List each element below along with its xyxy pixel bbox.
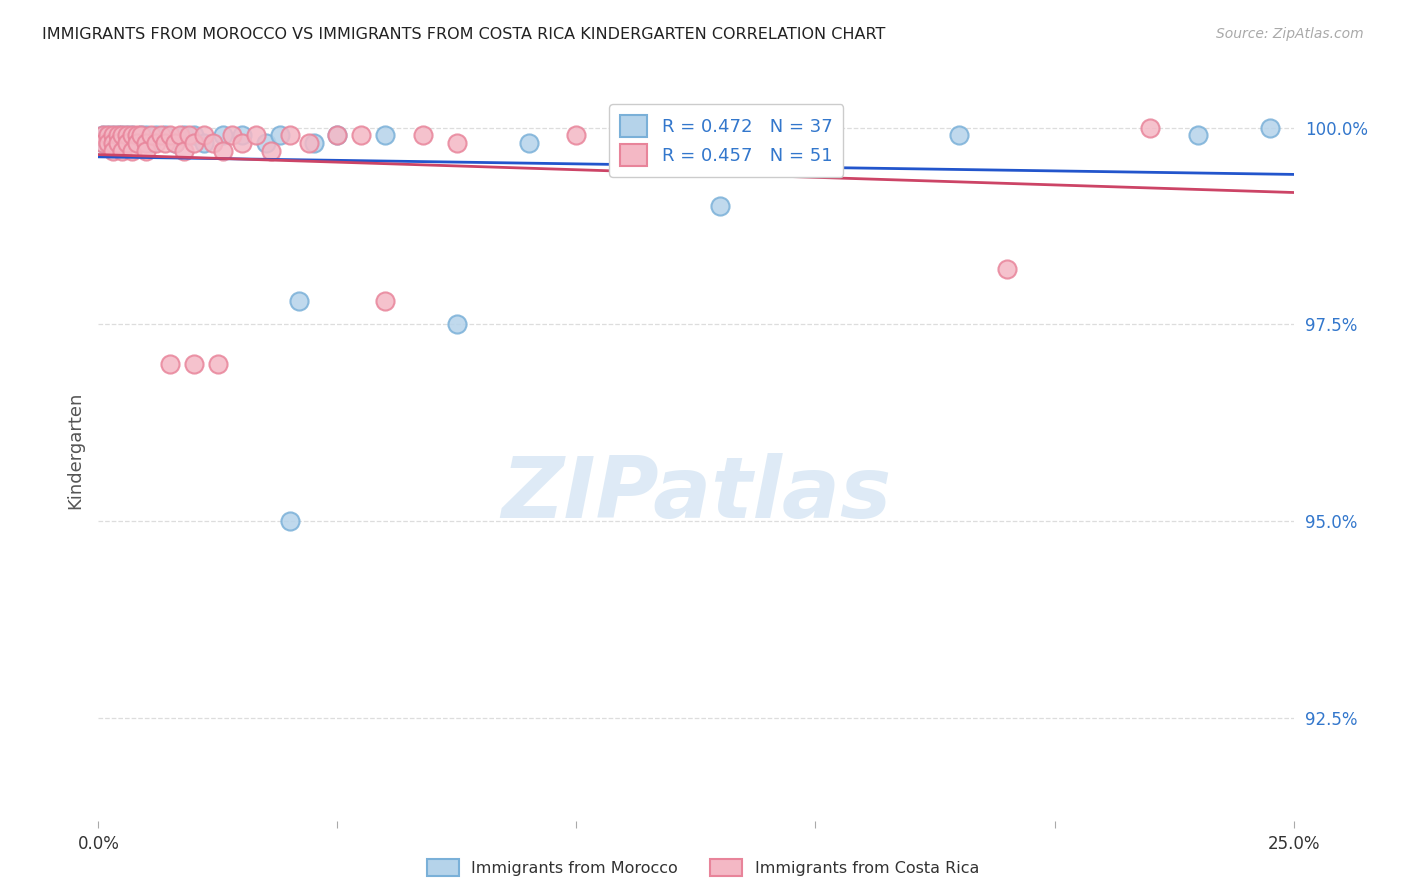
Point [125, 136, 148, 151]
Point [565, 128, 588, 143]
Text: ZIPatlas: ZIPatlas [501, 453, 891, 536]
Point [97, 128, 120, 143]
Point [101, 136, 124, 151]
Point [163, 136, 186, 151]
Point [709, 199, 731, 213]
Point [350, 128, 373, 143]
Point [193, 128, 215, 143]
Point [91, 128, 114, 143]
Point [121, 144, 143, 158]
Point [231, 128, 253, 143]
Point [101, 128, 124, 143]
Point [288, 293, 311, 308]
Point [326, 128, 349, 143]
Point [259, 144, 281, 158]
Point [374, 128, 396, 143]
Point [517, 136, 540, 151]
Point [135, 136, 157, 151]
Legend: R = 0.472   N = 37, R = 0.457   N = 51: R = 0.472 N = 37, R = 0.457 N = 51 [609, 104, 844, 177]
Point [1258, 120, 1281, 135]
Legend: Immigrants from Morocco, Immigrants from Costa Rica: Immigrants from Morocco, Immigrants from… [419, 852, 987, 884]
Point [302, 136, 325, 151]
Point [183, 357, 205, 371]
Point [111, 144, 134, 158]
Point [1187, 128, 1209, 143]
Point [115, 136, 138, 151]
Point [131, 128, 153, 143]
Point [159, 128, 181, 143]
Point [107, 136, 129, 151]
Point [183, 128, 205, 143]
Point [131, 128, 153, 143]
Point [101, 136, 124, 151]
Point [412, 128, 434, 143]
Point [101, 144, 124, 158]
Point [91, 136, 114, 151]
Point [97, 136, 120, 151]
Point [145, 128, 167, 143]
Point [97, 136, 120, 151]
Point [756, 136, 779, 151]
Text: Source: ZipAtlas.com: Source: ZipAtlas.com [1216, 27, 1364, 41]
Point [1139, 120, 1161, 135]
Point [115, 128, 138, 143]
Point [169, 128, 191, 143]
Point [245, 128, 267, 143]
Point [446, 318, 468, 332]
Point [202, 136, 225, 151]
Point [221, 128, 243, 143]
Point [374, 293, 396, 308]
Point [111, 128, 134, 143]
Point [159, 357, 181, 371]
Point [155, 136, 177, 151]
Point [173, 144, 195, 158]
Point [298, 136, 321, 151]
Point [135, 128, 157, 143]
Point [446, 136, 468, 151]
Point [107, 128, 129, 143]
Point [125, 128, 148, 143]
Point [173, 128, 195, 143]
Point [326, 128, 349, 143]
Point [207, 357, 229, 371]
Point [111, 128, 134, 143]
Point [211, 144, 233, 158]
Point [155, 128, 177, 143]
Point [231, 136, 253, 151]
Point [107, 136, 129, 151]
Point [121, 128, 143, 143]
Point [149, 128, 172, 143]
Point [91, 128, 114, 143]
Point [107, 128, 129, 143]
Point [125, 136, 148, 151]
Point [145, 136, 167, 151]
Point [211, 128, 233, 143]
Point [163, 136, 186, 151]
Point [995, 262, 1018, 277]
Point [278, 514, 301, 528]
Point [97, 128, 120, 143]
Point [179, 128, 201, 143]
Text: IMMIGRANTS FROM MOROCCO VS IMMIGRANTS FROM COSTA RICA KINDERGARTEN CORRELATION C: IMMIGRANTS FROM MOROCCO VS IMMIGRANTS FR… [42, 27, 886, 42]
Point [91, 136, 114, 151]
Point [254, 136, 277, 151]
Point [135, 144, 157, 158]
Point [139, 136, 162, 151]
Point [278, 128, 301, 143]
Point [115, 128, 138, 143]
Point [121, 128, 143, 143]
Point [111, 136, 134, 151]
Point [101, 128, 124, 143]
Point [269, 128, 291, 143]
Point [948, 128, 970, 143]
Point [139, 128, 162, 143]
Point [183, 136, 205, 151]
Point [193, 136, 215, 151]
Y-axis label: Kindergarten: Kindergarten [66, 392, 84, 509]
